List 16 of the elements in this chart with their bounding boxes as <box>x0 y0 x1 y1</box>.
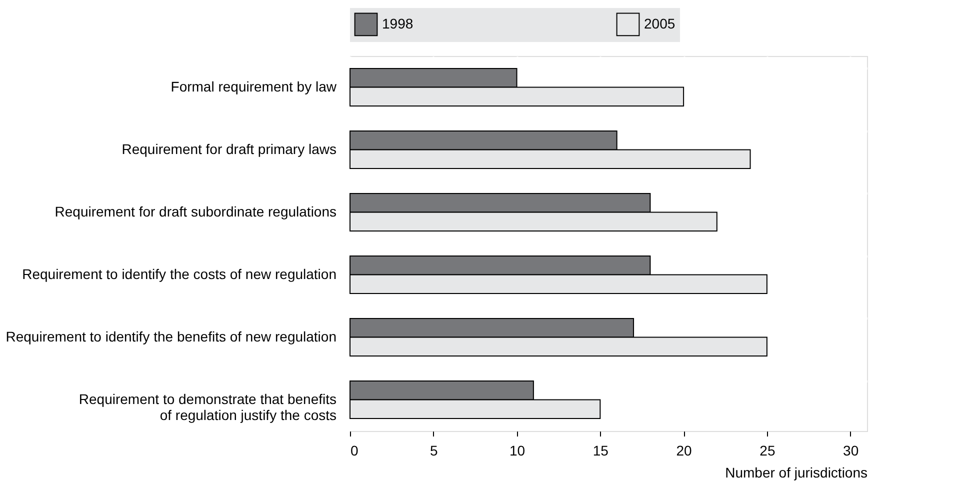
x-tick-label: 20 <box>676 442 692 458</box>
x-tick-label: 10 <box>509 442 526 458</box>
y-tick-label: Requirement to identify the costs of new regulation <box>22 266 336 282</box>
x-tick-label: 5 <box>430 442 438 458</box>
y-tick-label: Requirement for draft subordinate regulations <box>54 203 336 220</box>
x-axis-title: Number of jurisdictions <box>725 464 868 480</box>
x-tick-label: 30 <box>843 442 859 458</box>
legend-label: 2005 <box>644 15 676 32</box>
x-tick-label: 25 <box>760 442 776 458</box>
y-tick-label: Requirement to identify the benefits of new regulation <box>6 328 336 344</box>
x-tick-label: 15 <box>592 442 609 458</box>
y-tick-label: Requirement for draft primary laws <box>122 140 336 157</box>
legend-label: 1998 <box>382 15 414 32</box>
y-tick-label: Formal requirement by law <box>170 78 338 94</box>
y-tick-label: Requirement to demonstrate that benefits of regulation justify the costs <box>78 390 336 423</box>
x-tick-label: 0 <box>350 442 358 458</box>
